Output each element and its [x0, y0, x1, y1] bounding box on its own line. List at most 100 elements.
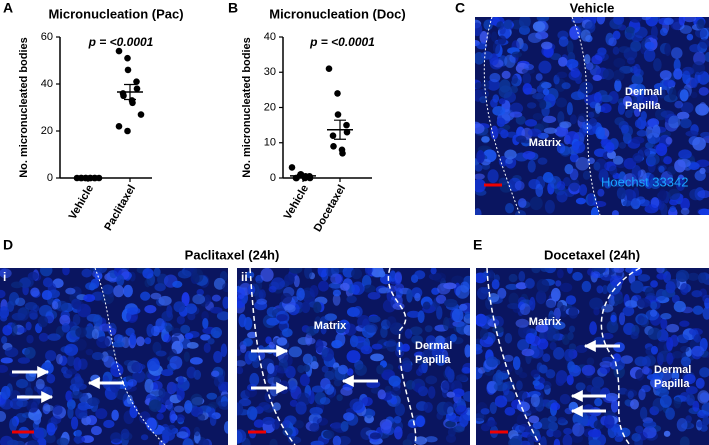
- x-tick-label: Docetaxel: [312, 183, 348, 234]
- nucleus: [702, 416, 709, 426]
- data-point: [343, 128, 351, 136]
- nucleus: [297, 364, 305, 374]
- y-tick-label: 0: [270, 172, 276, 184]
- data-point: [325, 65, 333, 73]
- nucleus: [491, 279, 500, 290]
- nucleus: [532, 421, 543, 430]
- nucleus: [91, 328, 99, 340]
- nucleus: [583, 54, 591, 65]
- nucleus: [663, 430, 671, 437]
- nucleus: [176, 315, 185, 325]
- nucleus: [415, 415, 426, 428]
- nucleus: [337, 364, 349, 375]
- nucleus: [498, 177, 508, 186]
- nucleus: [631, 35, 643, 42]
- nucleus: [142, 268, 154, 279]
- nucleus: [385, 339, 398, 352]
- nucleus: [455, 374, 468, 382]
- nucleus: [691, 290, 703, 298]
- nucleus: [70, 391, 83, 399]
- nucleus: [210, 327, 223, 339]
- nucleus: [64, 343, 79, 356]
- nucleus: [525, 332, 536, 345]
- nuclei: [0, 17, 709, 445]
- nucleus: [476, 150, 485, 164]
- nucleus: [316, 417, 329, 426]
- nucleus: [610, 399, 619, 413]
- nucleus: [515, 282, 528, 290]
- nucleus: [181, 292, 190, 307]
- nucleus: [475, 164, 483, 172]
- nucleus: [624, 109, 633, 119]
- annotation: p = <0.0001: [309, 35, 375, 49]
- nucleus: [622, 306, 635, 317]
- nucleus: [176, 387, 185, 401]
- nucleus: [698, 87, 709, 96]
- nucleus: [559, 393, 571, 405]
- boundary: [486, 268, 541, 445]
- nucleus: [667, 188, 681, 200]
- nucleus: [698, 208, 709, 215]
- nucleus: [247, 331, 257, 339]
- nucleus: [540, 436, 547, 445]
- nucleus: [542, 172, 554, 183]
- nucleus: [563, 427, 573, 435]
- nucleus: [380, 421, 392, 435]
- nucleus: [644, 95, 657, 103]
- nucleus: [129, 332, 137, 346]
- nucleus: [368, 315, 381, 323]
- nucleus: [508, 438, 521, 445]
- nucleus: [702, 306, 709, 320]
- error-bar: [124, 83, 136, 101]
- nucleus: [663, 156, 673, 165]
- nucleus: [476, 412, 487, 422]
- nucleus: [237, 360, 246, 367]
- nucleus: [0, 289, 6, 299]
- nucleus: [704, 51, 709, 62]
- nucleus: [446, 391, 456, 398]
- chart-title: Micronucleation (Pac): [48, 6, 183, 21]
- nucleus: [75, 429, 82, 437]
- nucleus: [390, 396, 398, 405]
- nucleus: [318, 280, 329, 292]
- nucleus: [140, 434, 149, 441]
- nucleus: [87, 397, 100, 407]
- label: Dermal: [654, 364, 691, 376]
- nucleus: [539, 99, 547, 110]
- nucleus: [683, 17, 697, 23]
- nucleus: [665, 281, 676, 294]
- nucleus: [593, 336, 606, 345]
- nucleus: [553, 438, 561, 445]
- nucleus: [388, 375, 401, 387]
- nucleus: [27, 440, 39, 445]
- nucleus: [703, 76, 709, 83]
- nucleus: [564, 348, 574, 362]
- nucleus: [260, 268, 274, 282]
- nucleus: [545, 299, 556, 309]
- nucleus: [0, 357, 13, 364]
- nucleus: [652, 124, 661, 138]
- nucleus: [529, 196, 543, 211]
- nucleus: [414, 436, 428, 445]
- nucleus: [463, 391, 470, 402]
- nucleus: [544, 199, 555, 214]
- nucleus: [532, 380, 540, 387]
- nucleus: [210, 306, 223, 314]
- nucleus: [499, 25, 506, 35]
- nucleus: [111, 341, 125, 348]
- label: Papilla: [654, 378, 690, 390]
- nucleus: [598, 169, 609, 183]
- nucleus: [659, 394, 672, 408]
- nucleus: [0, 364, 9, 373]
- nucleus: [52, 404, 63, 415]
- nucleus: [294, 420, 304, 429]
- data-point: [124, 66, 132, 74]
- nucleus: [594, 102, 602, 114]
- nucleus: [330, 273, 342, 285]
- nucleus: [222, 283, 228, 293]
- nucleus: [340, 420, 349, 432]
- nucleus: [566, 374, 574, 386]
- nucleus: [612, 46, 620, 55]
- nucleus: [630, 40, 642, 52]
- nucleus: [109, 379, 120, 393]
